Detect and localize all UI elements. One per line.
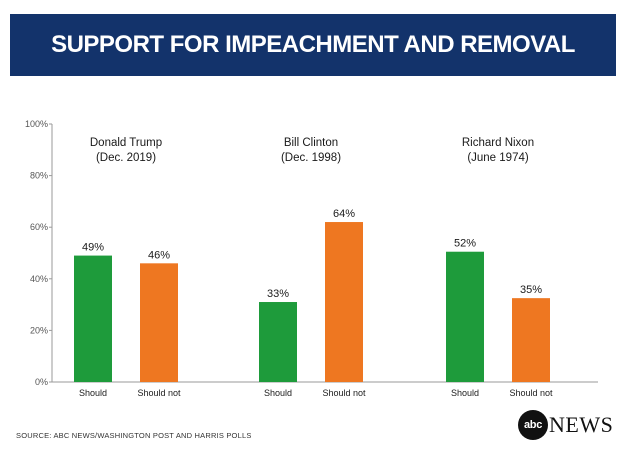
abc-logo-text: abc bbox=[523, 419, 543, 431]
bar-should-not bbox=[512, 298, 550, 382]
abc-logo-icon: abc bbox=[518, 410, 548, 440]
y-tick-label: 0% bbox=[35, 377, 48, 387]
bar-value-label: 46% bbox=[148, 249, 170, 261]
bar-value-label: 64% bbox=[333, 208, 355, 220]
x-category-label: Should bbox=[264, 388, 292, 398]
y-tick-label: 60% bbox=[30, 222, 48, 232]
bar-value-label: 49% bbox=[82, 242, 104, 254]
y-tick-label: 100% bbox=[25, 119, 48, 129]
bar-value-label: 52% bbox=[454, 238, 476, 250]
y-tick-label: 40% bbox=[30, 274, 48, 284]
abc-news-logo: abc NEWS bbox=[518, 408, 613, 442]
bar-value-label: 33% bbox=[267, 288, 289, 300]
group-title: Bill Clinton bbox=[284, 137, 338, 149]
source-note: SOURCE: ABC NEWS/WASHINGTON POST AND HAR… bbox=[16, 431, 252, 440]
y-tick-label: 80% bbox=[30, 171, 48, 181]
group-subtitle: (Dec. 1998) bbox=[281, 152, 341, 164]
x-category-label: Should not bbox=[322, 388, 366, 398]
news-logo-text: NEWS bbox=[549, 412, 614, 437]
group-subtitle: (Dec. 2019) bbox=[96, 152, 156, 164]
bar-should bbox=[74, 255, 112, 382]
x-category-label: Should not bbox=[137, 388, 181, 398]
bar-value-label: 35% bbox=[520, 284, 542, 296]
x-category-label: Should bbox=[79, 388, 107, 398]
bar-should bbox=[446, 251, 484, 382]
chart-title: SUPPORT FOR IMPEACHMENT AND REMOVAL bbox=[51, 31, 575, 58]
bar-should bbox=[259, 302, 297, 382]
group-title: Richard Nixon bbox=[462, 137, 534, 149]
bar-should-not bbox=[325, 222, 363, 382]
x-category-label: Should bbox=[451, 388, 479, 398]
group-subtitle: (June 1974) bbox=[467, 152, 529, 164]
y-tick-label: 20% bbox=[30, 325, 48, 335]
bar-should-not bbox=[140, 263, 178, 382]
x-category-label: Should not bbox=[509, 388, 553, 398]
header-banner: SUPPORT FOR IMPEACHMENT AND REMOVAL bbox=[10, 14, 616, 76]
group-title: Donald Trump bbox=[90, 137, 162, 149]
